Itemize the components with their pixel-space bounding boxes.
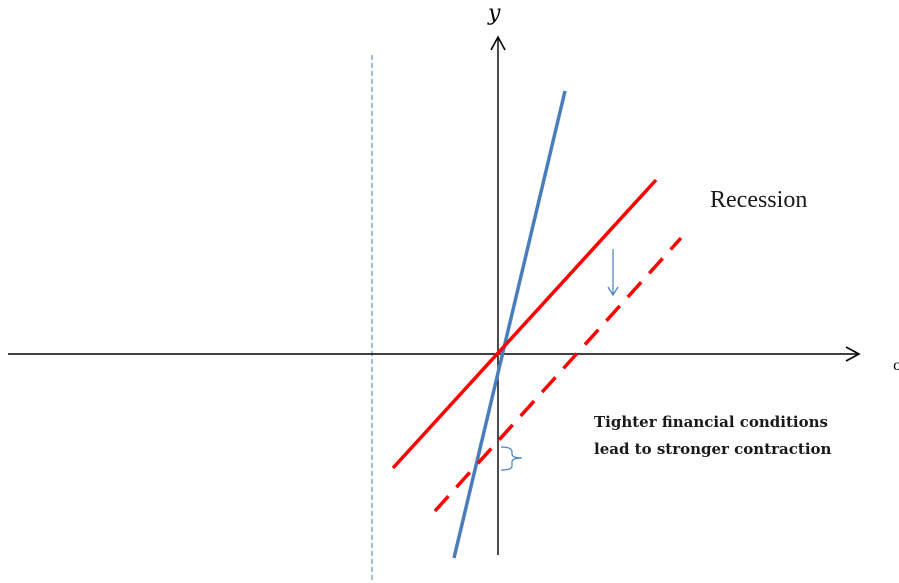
shift-arrow-icon <box>607 286 619 297</box>
note-line-2: lead to stronger contraction <box>594 440 832 458</box>
x-axis-label: c <box>893 358 899 374</box>
bracket-icon <box>500 446 523 471</box>
dashed-red-line <box>433 236 683 513</box>
steep-blue-line <box>452 90 567 559</box>
x-axis-arrowhead <box>845 346 861 362</box>
regime-label: Recession <box>710 187 807 213</box>
solid-red-line <box>391 178 658 470</box>
note-line-1: Tighter financial conditions <box>594 413 828 431</box>
y-axis-arrowhead <box>490 35 506 51</box>
y-axis-label: y <box>487 1 501 26</box>
